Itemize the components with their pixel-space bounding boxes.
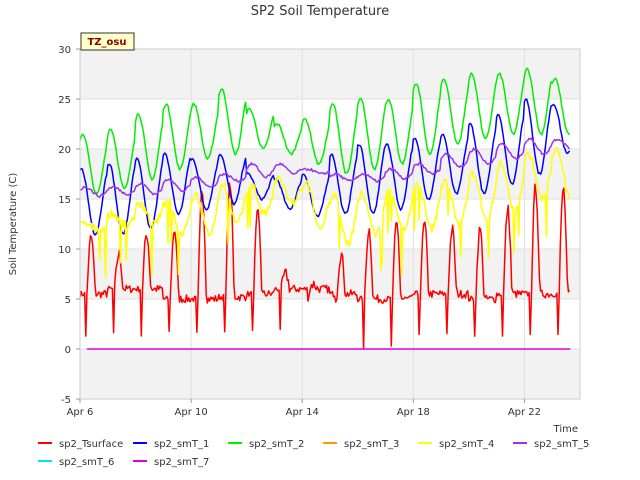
site-badge: TZ_osu	[80, 32, 135, 51]
series-line-sp2_smT_2	[79, 67, 571, 194]
legend: sp2_Tsurface sp2_smT_1 sp2_smT_2 sp2_smT_3 s…	[38, 439, 589, 468]
x-tick-label: Apr 10	[175, 407, 208, 418]
series-line-sp2_smT_4	[79, 146, 571, 279]
x-tick-label: Apr 6	[67, 407, 94, 418]
y-tick-label: 10	[58, 245, 71, 256]
chart-title: SP2 Soil Temperature	[251, 4, 389, 19]
series-line-sp2_Tsurface	[79, 182, 571, 350]
plot-frame	[79, 48, 581, 400]
legend-label: sp2_smT_2	[249, 439, 304, 450]
legend-label: sp2_smT_7	[154, 457, 209, 468]
y-tick-label: 30	[58, 45, 71, 56]
series-line-sp2_smT_5	[79, 137, 571, 198]
y-tick-label: 20	[58, 145, 71, 156]
plot-band	[80, 199, 580, 249]
plot-band	[80, 99, 580, 149]
legend-label: sp2_smT_6	[59, 457, 114, 468]
y-tick-label: 15	[58, 195, 71, 206]
y-axis-label: Soil Temperature (C)	[8, 173, 19, 276]
legend-label: sp2_Tsurface	[59, 439, 123, 450]
site-badge-box	[80, 32, 135, 51]
legend-label: sp2_smT_1	[154, 439, 209, 450]
legend-item: sp2_smT_4	[418, 439, 494, 450]
series-line-sp2_smT_1	[79, 98, 571, 236]
y-tick-label: 0	[65, 345, 71, 356]
plot-background	[80, 49, 580, 399]
legend-item: sp2_smT_3	[323, 439, 399, 450]
legend-item: sp2_smT_7	[133, 457, 209, 468]
legend-label: sp2_smT_3	[344, 439, 399, 450]
plot-band	[80, 299, 580, 349]
series-layer	[79, 67, 571, 350]
site-badge-label: TZ_osu	[87, 37, 126, 48]
y-tick-label: -5	[61, 395, 71, 406]
legend-item: sp2_smT_5	[513, 439, 589, 450]
legend-label: sp2_smT_5	[534, 439, 589, 450]
legend-item: sp2_Tsurface	[38, 439, 123, 450]
legend-label: sp2_smT_4	[439, 439, 494, 450]
legend-item: sp2_smT_1	[133, 439, 209, 450]
x-tick-label: Apr 14	[286, 407, 319, 418]
y-tick-label: 25	[58, 95, 71, 106]
plot-band	[80, 49, 580, 99]
x-axis: Apr 6 Apr 10 Apr 14 Apr 18 Apr 22	[67, 399, 541, 418]
plot-band	[80, 349, 580, 399]
legend-item: sp2_smT_6	[38, 457, 114, 468]
x-tick-label: Apr 22	[508, 407, 541, 418]
y-tick-label: 5	[65, 295, 71, 306]
x-axis-label: Time	[553, 424, 578, 435]
y-axis: -5 0 5 10 15 20 25 30	[58, 45, 80, 406]
legend-item: sp2_smT_2	[228, 439, 304, 450]
x-tick-label: Apr 18	[397, 407, 430, 418]
